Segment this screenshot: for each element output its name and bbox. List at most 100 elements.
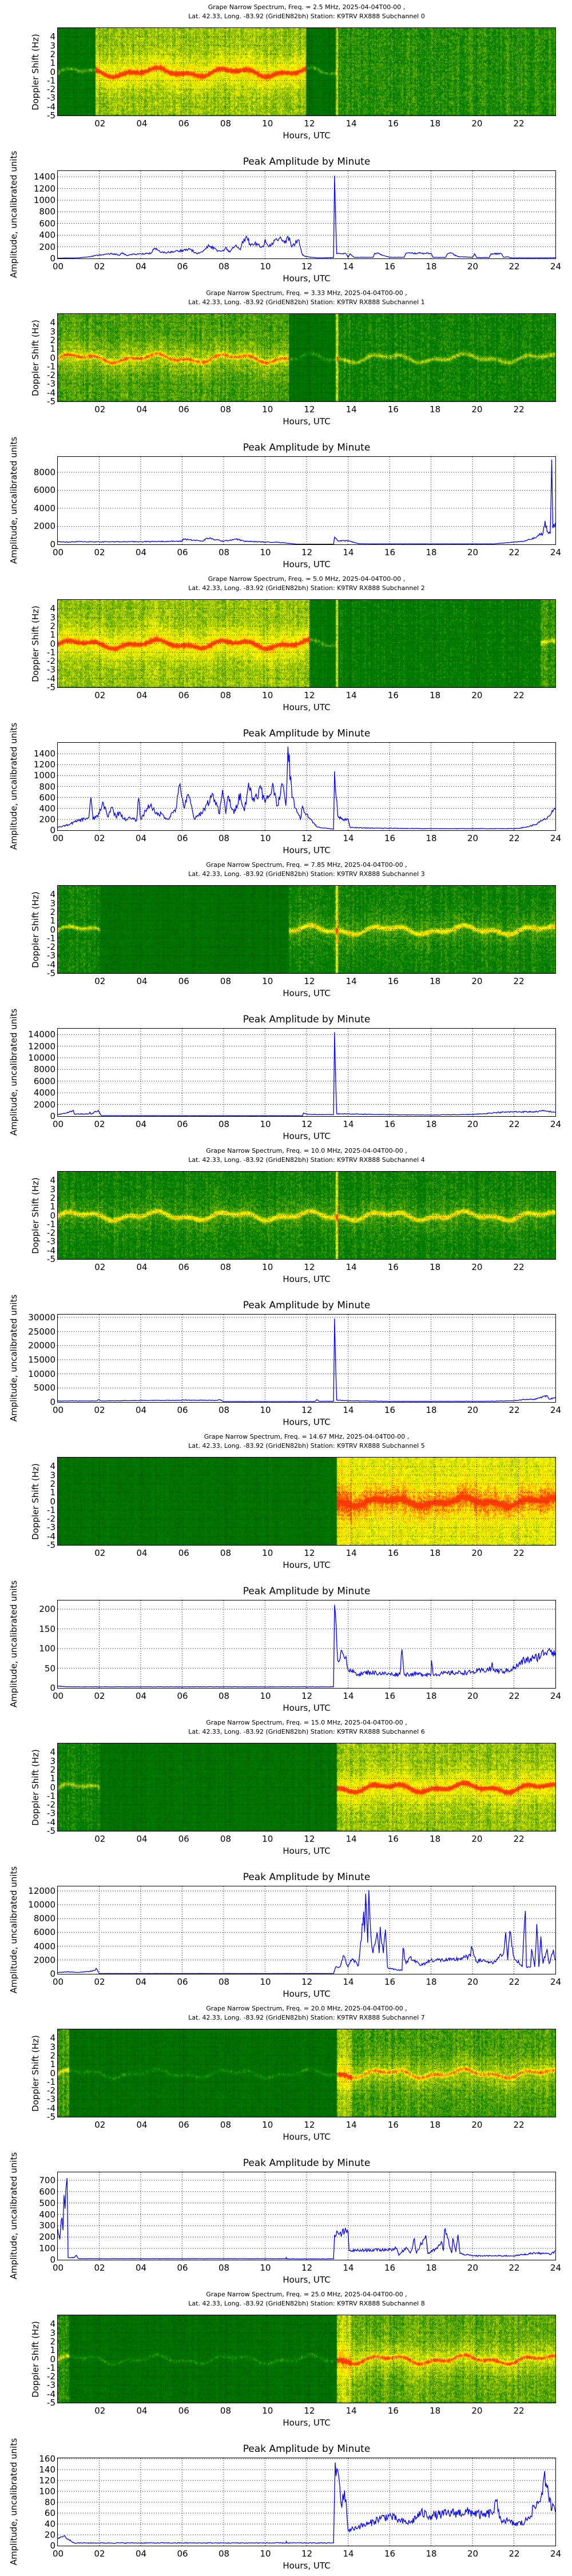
amplitude-plot [57,456,556,545]
amplitude-series-line [58,1032,555,1116]
spectrogram-plot [57,885,556,974]
y-tick-label: 0 [50,66,55,77]
y-tick-label: -2 [47,1228,55,1239]
x-tick-label: 18 [426,1119,437,1129]
y-tick-label: -5 [47,682,55,692]
x-tick-label: 14 [343,1405,354,1415]
x-tick-label: 18 [426,1691,437,1701]
y-tick-label: 4 [50,603,55,614]
x-tick-label: 06 [178,976,189,986]
grid-layer [58,1743,555,1831]
spectrogram-title-line1: Grape Narrow Spectrum, Freq. = 15.0 MHz,… [206,1719,407,1726]
y-tick-label: 8000 [33,1913,55,1924]
x-tick-label: 16 [384,2263,396,2273]
y-tick-label: 60 [44,2507,55,2518]
x-tick-label: 14 [345,690,357,700]
x-tick-label: 02 [94,1119,105,1129]
amplitude-y-axis-label: Amplitude, uncalibrated units [9,1294,19,1422]
x-tick-label: 22 [513,1548,525,1558]
x-tick-label: 06 [177,2549,188,2559]
station-panel: Grape Narrow Spectrum, Freq. = 7.85 MHz,… [0,858,572,1144]
x-tick-label: 04 [136,833,147,843]
x-tick-label: 10 [262,976,273,986]
y-tick-label: 1 [50,344,55,355]
x-tick-label: 04 [136,1834,148,1844]
amplitude-x-axis-label: Hours, UTC [283,1131,331,1141]
x-tick-label: 06 [177,833,188,843]
y-tick-label: 0 [50,2068,55,2079]
amplitude-x-axis-label: Hours, UTC [283,1703,331,1713]
x-tick-label: 10 [262,2120,273,2130]
y-tick-label: 0 [50,2255,55,2265]
y-tick-label: 0 [50,638,55,649]
x-tick-label: 20 [467,2263,479,2273]
x-tick-label: 08 [220,118,232,129]
grid-layer [58,2458,555,2546]
y-tick-label: -2 [47,942,55,953]
y-tick-label: 10000 [28,1900,55,1910]
spectrogram-title-line1: Grape Narrow Spectrum, Freq. = 25.0 MHz,… [206,2291,407,2298]
x-tick-label: 10 [262,1834,273,1844]
y-tick-label: -5 [47,968,55,978]
x-tick-label: 00 [53,2549,64,2559]
x-tick-label: 02 [94,2120,106,2130]
amplitude-y-axis-label: Amplitude, uncalibrated units [9,2152,19,2280]
x-tick-label: 14 [343,1977,354,1987]
x-tick-label: 02 [94,1977,105,1987]
amplitude-plot [57,2172,556,2260]
spectrogram-plot [57,2029,556,2117]
y-tick-label: 3 [50,898,55,909]
spectrogram-x-axis-label: Hours, UTC [283,988,331,998]
y-tick-label: 3 [50,40,55,51]
x-tick-label: 16 [384,1691,396,1701]
y-tick-label: 150 [39,1623,55,1634]
y-tick-label: 1 [50,58,55,69]
amplitude-plot [57,2458,556,2546]
x-tick-label: 14 [345,118,357,129]
amplitude-y-axis-label: Amplitude, uncalibrated units [9,436,19,564]
x-tick-label: 06 [178,118,189,129]
spectrogram-title-line2: Lat. 42.33, Long. -83.92 (GridEN82bh) St… [188,2014,425,2021]
x-tick-label: 08 [220,1262,232,1272]
y-tick-label: 2 [50,2050,55,2061]
x-tick-label: 12 [304,1548,315,1558]
y-tick-label: 0 [50,1782,55,1793]
x-tick-label: 12 [301,1977,313,1987]
x-tick-label: 06 [178,1834,189,1844]
x-tick-label: 18 [430,404,441,415]
x-tick-label: 22 [509,547,520,558]
x-tick-label: 20 [471,976,483,986]
amplitude-series-line [58,2177,555,2260]
y-tick-label: 200 [39,241,55,252]
x-tick-label: 12 [301,833,313,843]
y-tick-label: -3 [47,1808,55,1819]
y-tick-label: 3 [50,1470,55,1480]
x-tick-label: 10 [262,404,273,415]
y-tick-label: 4 [50,317,55,328]
spectrogram-title-line1: Grape Narrow Spectrum, Freq. = 20.0 MHz,… [206,2005,407,2012]
y-tick-label: 4000 [33,503,55,513]
y-tick-label: 4 [50,2319,55,2330]
y-tick-label: -4 [47,2103,55,2113]
amplitude-x-axis-label: Hours, UTC [283,845,331,855]
x-tick-label: 22 [509,261,520,272]
x-tick-label: 20 [471,1834,483,1844]
x-tick-label: 06 [178,1262,189,1272]
spectrogram-plot [57,1457,556,1546]
y-tick-label: 2 [50,620,55,631]
x-tick-label: 22 [513,404,525,415]
y-tick-label: -2 [47,2371,55,2382]
grid-layer [58,1315,555,1402]
x-tick-label: 22 [509,2549,520,2559]
x-tick-label: 00 [53,547,64,558]
x-tick-label: 12 [301,2263,313,2273]
amplitude-plot [57,1314,556,1403]
amplitude-chart-title: Peak Amplitude by Minute [243,1586,371,1597]
x-tick-label: 18 [430,976,441,986]
amplitude-plot [57,1028,556,1117]
x-tick-label: 00 [53,2263,64,2273]
y-tick-label: 0 [50,1496,55,1507]
amplitude-x-axis-label: Hours, UTC [283,1989,331,1999]
y-tick-label: 1 [50,1773,55,1784]
x-tick-label: 08 [220,690,232,700]
